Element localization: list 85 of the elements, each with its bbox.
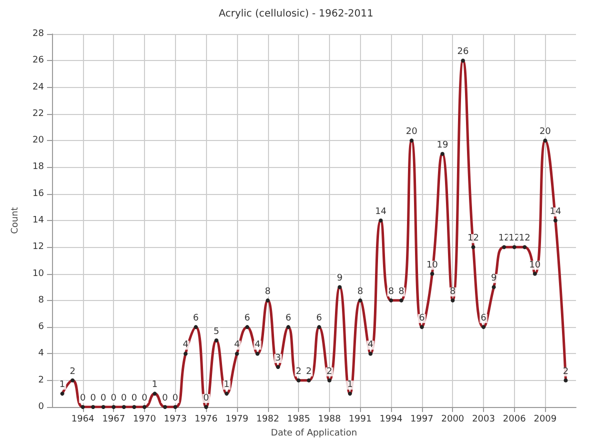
y-tick-label: 10: [32, 268, 44, 279]
x-tick-label: 1985: [287, 414, 310, 424]
data-label: 0: [162, 394, 168, 404]
y-tick-label: 18: [32, 162, 44, 172]
x-tick-label: 2006: [502, 414, 526, 424]
data-label: 0: [110, 394, 117, 404]
data-label: 4: [368, 340, 374, 350]
chart-title: Acrylic (cellulosic) - 1962-2011: [218, 8, 374, 20]
y-tick-label: 14: [32, 216, 44, 226]
data-label: 6: [316, 314, 322, 324]
data-label: 6: [419, 314, 426, 324]
x-tick-label: 1964: [71, 414, 95, 424]
data-label: 14: [375, 207, 387, 217]
data-label: 0: [172, 394, 178, 404]
data-label: 2: [70, 366, 76, 377]
x-tick-label: 1991: [348, 414, 372, 424]
data-label: 2: [326, 366, 332, 377]
data-label: 8: [450, 286, 456, 297]
y-tick-label: 8: [38, 295, 44, 306]
data-label: 10: [529, 260, 541, 270]
y-tick-label: 0: [38, 402, 44, 412]
data-label: 8: [264, 286, 271, 297]
x-tick-label: 2003: [472, 414, 495, 424]
y-tick-label: 16: [32, 188, 44, 199]
data-label: 6: [244, 314, 250, 324]
data-label: 0: [90, 394, 96, 404]
data-label: 1: [152, 380, 158, 390]
data-label: 12: [518, 234, 530, 244]
data-label: 0: [100, 394, 107, 404]
data-label: 0: [121, 394, 128, 404]
x-tick-label: 1997: [410, 414, 434, 424]
y-tick-label: 2: [38, 375, 44, 386]
data-label: 0: [203, 394, 210, 404]
y-tick-label: 12: [32, 242, 44, 252]
data-label: 4: [182, 340, 189, 350]
x-tick-label: 1994: [380, 414, 403, 424]
data-label: 2: [296, 366, 302, 377]
y-tick-label: 20: [32, 136, 44, 146]
data-label: 12: [498, 234, 510, 244]
data-label: 0: [131, 394, 138, 404]
data-label: 12: [508, 234, 520, 244]
data-label: 20: [539, 127, 552, 138]
data-label: 2: [306, 366, 312, 377]
y-tick-label: 28: [32, 29, 44, 39]
data-label: 9: [336, 274, 343, 284]
data-label: 1: [224, 380, 230, 390]
data-label: 14: [550, 207, 562, 217]
y-tick-label: 22: [32, 108, 44, 119]
x-tick-label: 1979: [225, 414, 249, 424]
data-label: 4: [234, 340, 240, 350]
x-tick-label: 1976: [194, 414, 218, 424]
x-axis-title: Date of Application: [270, 428, 358, 438]
y-tick-label: 26: [32, 56, 44, 66]
data-label: 20: [406, 127, 418, 138]
data-label: 12: [468, 234, 479, 244]
y-tick-label: 24: [32, 82, 44, 92]
x-tick-label: 1967: [102, 414, 126, 424]
data-label: 8: [357, 286, 364, 297]
data-label: 3: [275, 354, 281, 364]
x-tick-label: 2009: [534, 414, 557, 424]
x-tick-label: 1973: [164, 414, 187, 424]
x-tick-label: 1988: [318, 414, 342, 424]
line-series: [60, 58, 568, 409]
y-tick-label: 4: [38, 348, 44, 359]
data-label: 1: [59, 380, 66, 390]
data-label: 0: [142, 394, 148, 404]
data-label: 2: [562, 366, 569, 377]
data-label: 26: [457, 47, 469, 58]
x-tick-label: 2000: [441, 414, 464, 424]
data-label: 0: [80, 394, 86, 404]
data-label: 19: [436, 140, 448, 150]
data-label: 6: [192, 314, 199, 324]
x-tick-label: 1970: [133, 414, 156, 424]
data-label: 6: [480, 314, 487, 324]
data-label: 1: [347, 380, 353, 390]
data-label: 10: [426, 260, 438, 270]
data-label: 6: [285, 314, 292, 324]
data-label: 8: [398, 286, 404, 297]
y-tick-label: 6: [38, 322, 44, 332]
data-label: 4: [254, 340, 261, 350]
data-label: 5: [214, 326, 220, 337]
x-tick-label: 1982: [256, 414, 280, 424]
y-axis-title: Count: [10, 206, 20, 234]
data-label: 9: [490, 274, 497, 284]
data-label: 8: [388, 286, 394, 297]
